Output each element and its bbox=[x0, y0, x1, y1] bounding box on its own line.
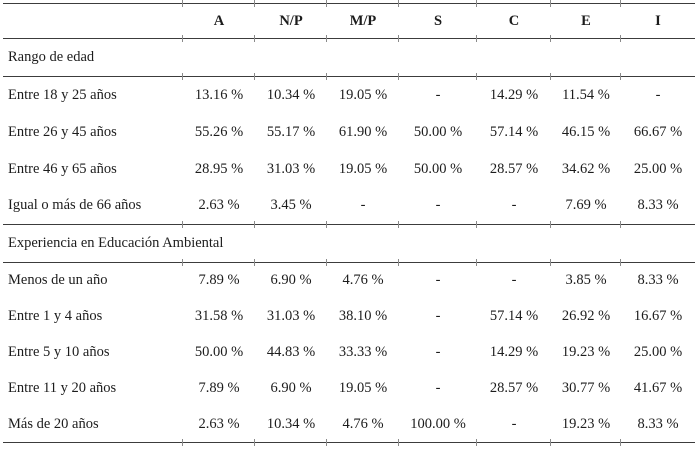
value-cell: 7.89 % bbox=[198, 380, 240, 396]
value-cell: 66.67 % bbox=[633, 123, 683, 140]
value-cell: - bbox=[476, 188, 551, 228]
value-cell: 7.89 % bbox=[182, 258, 255, 299]
value-cell: 25.00 % bbox=[633, 344, 683, 360]
value-cell: 28.57 % bbox=[489, 160, 539, 177]
value-cell: 4.76 % bbox=[326, 258, 399, 299]
value-cell: 31.03 % bbox=[266, 308, 316, 324]
value-cell: 33.33 % bbox=[338, 344, 388, 360]
value-cell: 10.34 % bbox=[254, 406, 327, 446]
row-label: Igual o más de 66 años bbox=[8, 197, 142, 214]
column-header-a: A bbox=[182, 0, 255, 43]
value-cell: 14.29 % bbox=[476, 72, 551, 114]
value-cell: - bbox=[476, 258, 551, 299]
value-cell: 55.26 % bbox=[194, 123, 244, 140]
value-cell: 50.00 % bbox=[413, 123, 463, 140]
value-cell: 19.05 % bbox=[338, 380, 388, 396]
row-label: Menos de un año bbox=[8, 272, 108, 289]
row-label: Entre 26 y 45 años bbox=[8, 123, 117, 140]
row-label: Entre 18 y 25 años bbox=[8, 86, 117, 103]
value-cell: - bbox=[435, 380, 441, 396]
value-cell: 2.63 % bbox=[182, 406, 255, 446]
value-cell: - bbox=[476, 406, 551, 446]
value-cell: 28.57 % bbox=[489, 380, 539, 396]
table-row: Igual o más de 66 años 2.63 % 3.45 % - - -7.6… bbox=[3, 188, 695, 228]
table-row: Más de 20 años 2.63 % 10.34 % 4.76 % 100.00 … bbox=[3, 406, 695, 446]
value-cell: 57.14 % bbox=[489, 123, 539, 140]
table-row: Entre 26 y 45 años 55.26 % 55.17 % 61.90 % 5… bbox=[3, 114, 695, 151]
table-row: Menos de un año 7.89 % 6.90 % 4.76 % - -3.85 … bbox=[3, 258, 695, 299]
value-cell: 19.05 % bbox=[326, 72, 399, 114]
value-cell: 2.63 % bbox=[182, 188, 255, 228]
value-cell: 46.15 % bbox=[561, 123, 611, 140]
value-cell: - bbox=[435, 344, 441, 360]
value-cell: 4.76 % bbox=[326, 406, 399, 446]
value-cell: 50.00 % bbox=[194, 344, 244, 360]
value-cell: 38.10 % bbox=[338, 308, 388, 324]
value-cell: 31.03 % bbox=[266, 160, 316, 177]
column-header-c: C bbox=[476, 0, 551, 43]
value-cell: 3.85 % bbox=[550, 258, 621, 299]
value-cell: 8.33 % bbox=[620, 406, 695, 446]
value-cell: 26.92 % bbox=[561, 308, 611, 324]
value-cell: 6.90 % bbox=[254, 258, 327, 299]
value-cell: 19.23 % bbox=[561, 344, 611, 360]
value-cell: 25.00 % bbox=[633, 160, 683, 177]
value-cell: 100.00 % bbox=[398, 406, 477, 446]
column-header-s: S bbox=[398, 0, 477, 43]
value-cell: 19.05 % bbox=[338, 160, 388, 177]
table-row: Entre 5 y 10 años 50.00 % 44.83 % 33.33 % - 1… bbox=[3, 335, 695, 371]
section-title: Rango de edad bbox=[3, 38, 695, 77]
row-label: Entre 11 y 20 años bbox=[8, 380, 117, 396]
row-label: Entre 46 y 65 años bbox=[8, 160, 117, 177]
value-cell: 19.23 % bbox=[550, 406, 621, 446]
table-row: Entre 46 y 65 años 28.95 % 31.03 % 19.05 % 5… bbox=[3, 151, 695, 188]
row-label: Entre 5 y 10 años bbox=[8, 344, 110, 360]
value-cell: 28.95 % bbox=[194, 160, 244, 177]
section-title: Experiencia en Educación Ambiental bbox=[3, 224, 695, 263]
row-label: Entre 1 y 4 años bbox=[8, 308, 103, 324]
value-cell: - bbox=[398, 72, 477, 114]
value-cell: 30.77 % bbox=[561, 380, 611, 396]
column-header-m-p: M/P bbox=[326, 0, 399, 43]
value-cell: 10.34 % bbox=[254, 72, 327, 114]
value-cell: 61.90 % bbox=[338, 123, 388, 140]
column-header-i: I bbox=[620, 0, 695, 43]
value-cell: 50.00 % bbox=[413, 160, 463, 177]
value-cell: 55.17 % bbox=[266, 123, 316, 140]
section-row-0: Rango de edad bbox=[3, 38, 695, 77]
value-cell: 7.69 % bbox=[550, 188, 621, 228]
value-cell: 8.33 % bbox=[620, 188, 695, 228]
value-cell: 13.16 % bbox=[182, 72, 255, 114]
value-cell: 57.14 % bbox=[489, 308, 539, 324]
value-cell: - bbox=[398, 188, 477, 228]
table-row: Entre 18 y 25 años 13.16 % 10.34 % 19.05 % -… bbox=[3, 72, 695, 114]
header-row: A N/P M/P S C E I bbox=[3, 0, 695, 43]
table-row: Entre 11 y 20 años 7.89 % 6.90 % 19.05 % - 28… bbox=[3, 371, 695, 407]
value-cell: - bbox=[435, 308, 441, 324]
value-cell: - bbox=[398, 258, 477, 299]
value-cell: 16.67 % bbox=[633, 308, 683, 324]
value-cell: 8.33 % bbox=[620, 258, 695, 299]
value-cell: 6.90 % bbox=[270, 380, 312, 396]
value-cell: - bbox=[326, 188, 399, 228]
table-row: Entre 1 y 4 años 31.58 % 31.03 % 38.10 % - 57… bbox=[3, 299, 695, 335]
value-cell: 44.83 % bbox=[266, 344, 316, 360]
value-cell: 11.54 % bbox=[550, 72, 621, 114]
section-row-1: Experiencia en Educación Ambiental bbox=[3, 224, 695, 263]
value-cell: 41.67 % bbox=[633, 380, 683, 396]
column-header-e: E bbox=[550, 0, 621, 43]
value-cell: - bbox=[620, 72, 695, 114]
percentages-table: A N/P M/P S C E I Rango de edad Entre 18 y 25 a… bbox=[3, 0, 695, 446]
value-cell: 14.29 % bbox=[489, 344, 539, 360]
row-label: Más de 20 años bbox=[3, 406, 183, 443]
value-cell: 3.45 % bbox=[254, 188, 327, 228]
corner-header-cell bbox=[3, 3, 183, 39]
value-cell: 31.58 % bbox=[194, 308, 244, 324]
value-cell: 34.62 % bbox=[561, 160, 611, 177]
column-header-n-p: N/P bbox=[254, 0, 327, 43]
